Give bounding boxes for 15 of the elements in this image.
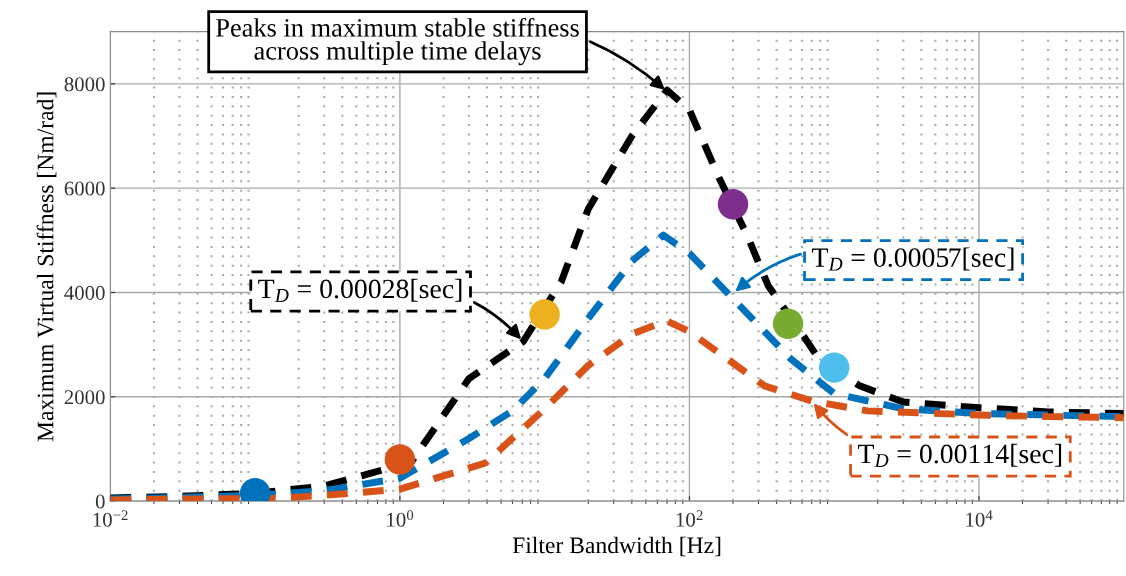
y-tick-label: 6000 bbox=[64, 181, 105, 196]
y-tick-label: 2000 bbox=[64, 390, 105, 405]
annotation: T$_{D}$ = 0.00114[sec] bbox=[857, 443, 1062, 467]
y-tick-label: 8000 bbox=[64, 77, 105, 92]
x-tick-label: 10$^{−2}$ bbox=[93, 510, 128, 527]
annotation: T$_{D}$ = 0.00057[sec] bbox=[811, 247, 1014, 271]
x-tick-label: 10$^{0}$ bbox=[387, 510, 414, 527]
x-tick-label: 10$^{2}$ bbox=[676, 510, 703, 527]
y-tick-label: 4000 bbox=[64, 285, 105, 300]
x-tick-label: 10$^{4}$ bbox=[966, 510, 993, 527]
annotation: T$_{D}$ = 0.00028[sec] bbox=[258, 278, 462, 302]
x-axis-title: Filter Bandwidth [Hz] bbox=[512, 536, 721, 557]
annotation: Peaks in maximum stable stiffness across multiple time delays bbox=[216, 17, 579, 66]
y-axis-title: Maximum Virtual Stiffness [Nm/rad] bbox=[36, 92, 57, 442]
y-tick-label: 0 bbox=[95, 494, 105, 509]
